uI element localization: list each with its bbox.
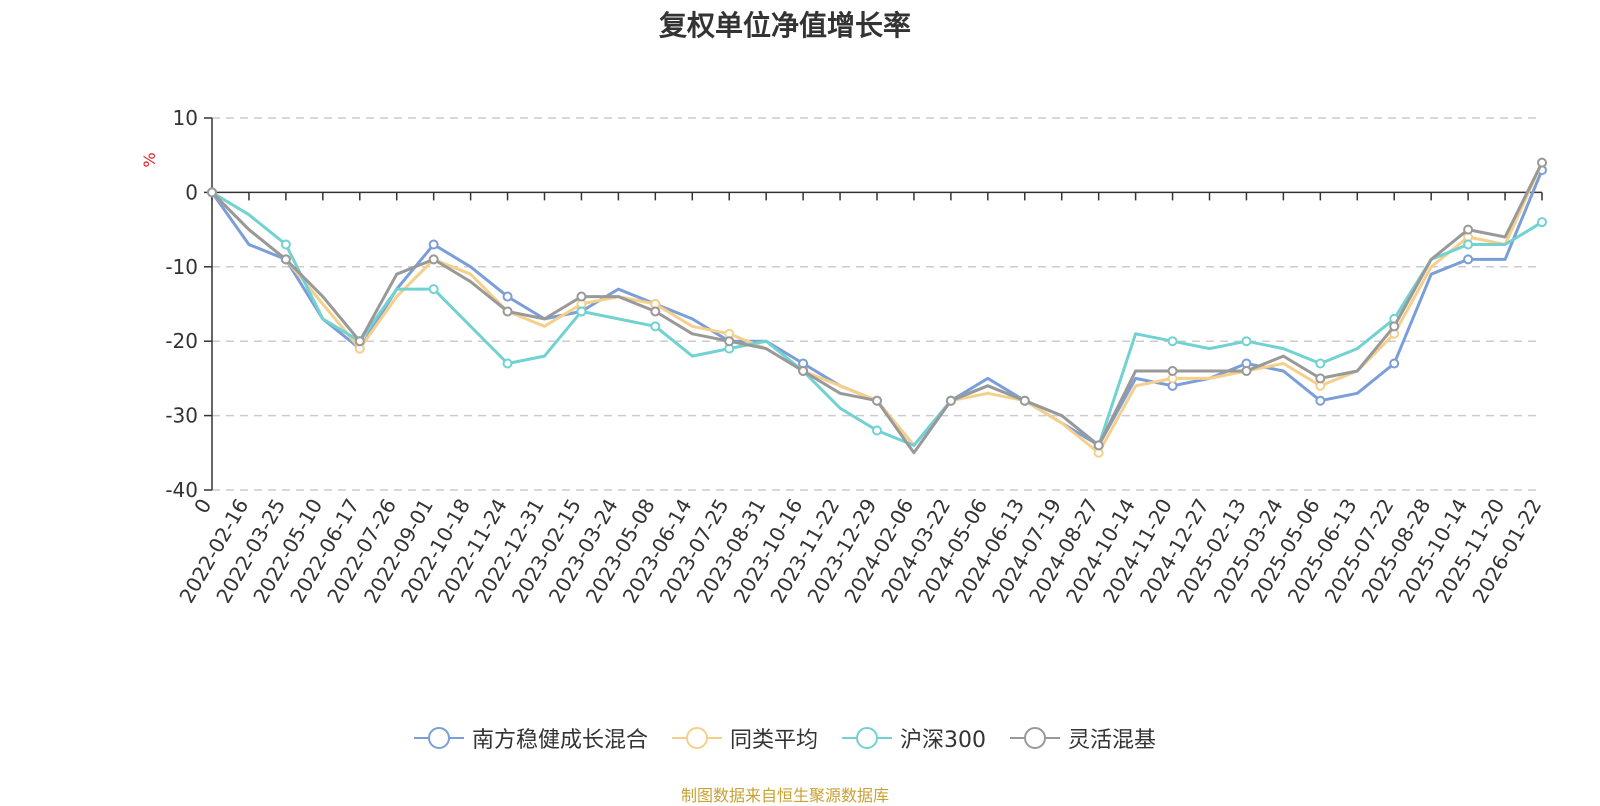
series-point (502, 306, 513, 317)
series-line (210, 161, 1544, 455)
y-axis-label: % (140, 152, 159, 167)
series-point (1389, 321, 1400, 332)
series-point (576, 291, 587, 302)
x-tick-label: 0 (189, 495, 216, 518)
x-axis-ticks: 02022-02-162022-03-252022-05-102022-06-1… (174, 192, 1546, 607)
series-point (280, 254, 291, 265)
series-point (724, 336, 735, 347)
legend-item[interactable]: 沪深300 (842, 722, 986, 754)
y-tick-label: -40 (165, 478, 198, 502)
series-line (210, 161, 1544, 455)
legend-item[interactable]: 南方稳健成长混合 (413, 722, 648, 754)
legend-circle-icon (413, 727, 464, 749)
series-point (798, 365, 809, 376)
series-point (428, 284, 439, 295)
series-point (1463, 239, 1474, 250)
y-tick-label: -20 (165, 329, 198, 353)
series-point (945, 395, 956, 406)
legend-label: 南方稳健成长混合 (471, 728, 648, 753)
series-point (650, 321, 661, 332)
legend-circle-icon (1010, 727, 1060, 749)
series-point (280, 239, 291, 250)
y-tick-label: -10 (165, 255, 198, 279)
y-tick-label: 0 (185, 180, 198, 204)
series-point (1241, 365, 1252, 376)
source-note: 制图数据来自恒生聚源数据库 (680, 786, 889, 805)
chart-title: 复权单位净值增长率 (658, 9, 911, 42)
series-point (650, 306, 661, 317)
series-point (1315, 395, 1326, 406)
legend-label: 沪深300 (900, 728, 986, 753)
legend-label: 灵活混基 (1068, 728, 1157, 753)
series-lines (207, 157, 1547, 458)
line-chart: 10 0 -10 -20 -30 -40 02022-02-162022-03-25202… (140, 106, 1547, 607)
legend-circle-icon (842, 727, 892, 749)
series-point (1389, 358, 1400, 369)
series-point (1315, 373, 1326, 384)
series-point (354, 336, 365, 347)
legend-circle-icon (671, 727, 722, 749)
series-point (1093, 440, 1104, 451)
series-point (872, 395, 882, 406)
legend-item[interactable]: 灵活混基 (1010, 722, 1156, 754)
series-point (502, 358, 513, 369)
series-point (207, 187, 217, 198)
y-tick-label: -30 (165, 404, 198, 428)
grid-lines (212, 117, 1542, 491)
series-point (502, 291, 513, 302)
legend-label: 同类平均 (729, 728, 818, 753)
y-tick-label: 10 (173, 106, 198, 130)
series-point (1167, 336, 1178, 347)
series-point (1019, 395, 1030, 406)
legend: 南方稳健成长混合 同类平均 沪深300 灵活混基 (0, 722, 1570, 754)
legend-item[interactable]: 同类平均 (671, 722, 818, 754)
series-point (1241, 336, 1252, 347)
series-point (1167, 365, 1178, 376)
series-point (872, 425, 882, 436)
y-axis-ticks: 10 0 -10 -20 -30 -40 (165, 106, 212, 502)
series-point (576, 306, 587, 317)
series-point (428, 254, 439, 265)
series-point (428, 239, 439, 250)
series-point (1537, 157, 1547, 168)
series-point (1315, 358, 1326, 369)
series-point (1463, 224, 1474, 235)
series-point (1463, 254, 1474, 265)
series-point (1537, 217, 1547, 228)
series-line (211, 191, 1543, 447)
